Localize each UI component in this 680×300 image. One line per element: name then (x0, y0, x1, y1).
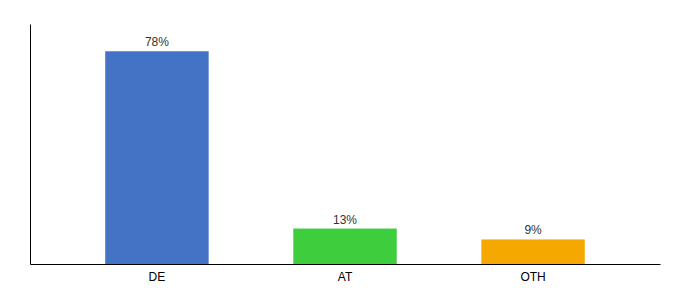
x-tick: AT (338, 264, 353, 284)
x-tick: OTH (520, 264, 545, 284)
y-axis-line (30, 25, 31, 265)
data-label: 9% (524, 223, 542, 237)
x-tick: DE (149, 264, 166, 284)
y-axis (30, 25, 31, 265)
chart-svg: DE AT OTH 78% 13% 9% (0, 0, 680, 300)
data-labels: 78% 13% 9% (145, 35, 542, 237)
bar (481, 239, 584, 264)
bar (105, 51, 208, 264)
plot: DE AT OTH 78% 13% 9% (31, 25, 661, 284)
x-tick-label: DE (149, 270, 166, 284)
data-label: 78% (145, 35, 169, 49)
x-axis: DE AT OTH (31, 264, 661, 284)
bar (293, 229, 396, 264)
bars (105, 51, 585, 264)
x-tick-label: AT (338, 270, 353, 284)
data-label: 13% (333, 213, 357, 227)
x-tick-label: OTH (520, 270, 545, 284)
chart-container: DE AT OTH 78% 13% 9% (0, 0, 680, 300)
x-axis-line (31, 264, 661, 265)
